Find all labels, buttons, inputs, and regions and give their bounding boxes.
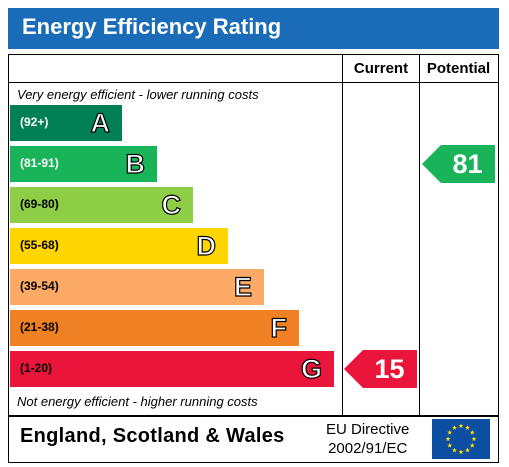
current-arrow-shape: [344, 350, 417, 388]
eu-star-icon: [465, 447, 470, 453]
eu-star-icon: [447, 442, 453, 448]
current-rating-arrow: 15: [344, 350, 417, 388]
band-letter: C: [161, 189, 182, 220]
eu-star-icon: [452, 425, 457, 430]
eu-star-icon: [447, 429, 453, 435]
column-divider-potential: [419, 54, 420, 415]
band-a: (92+) A: [10, 105, 122, 141]
eu-star-icon: [458, 423, 464, 429]
band-c: (69-80) C: [10, 187, 193, 223]
column-divider-current: [342, 54, 343, 415]
band-f: (21-38) F: [10, 310, 299, 346]
band-range-label: (1-20): [20, 361, 53, 375]
band-letter: B: [125, 148, 146, 179]
eu-star-icon: [445, 436, 451, 442]
band-letter: D: [196, 230, 217, 261]
eu-flag-icon: [432, 419, 490, 459]
band-letter: A: [90, 107, 111, 138]
band-b: (81-91) B: [10, 146, 157, 182]
band-range-label: (81-91): [20, 156, 59, 170]
column-header-potential: Potential: [426, 60, 491, 77]
eu-star-icon: [452, 447, 457, 453]
band-range-label: (69-80): [20, 197, 59, 211]
band-range-label: (21-38): [20, 320, 59, 334]
current-rating-value: 15: [374, 354, 405, 384]
caption-bottom: Not energy efficient - higher running co…: [17, 394, 258, 409]
band-e: (39-54) E: [10, 269, 264, 305]
band-d: (55-68) D: [10, 228, 228, 264]
footer-region: England, Scotland & Wales: [20, 425, 285, 447]
directive-line2: 2002/91/EC: [328, 440, 408, 457]
band-letter: G: [300, 353, 322, 384]
column-header-current: Current: [353, 60, 409, 77]
band-range-label: (92+): [20, 115, 49, 129]
rating-table: [8, 54, 499, 416]
potential-arrow-shape: [422, 145, 495, 183]
eu-star-icon: [469, 429, 475, 435]
footer-directive: EU Directive 2002/91/EC: [326, 420, 409, 458]
caption-top: Very energy efficient - lower running co…: [17, 87, 259, 102]
band-range-label: (39-54): [20, 279, 59, 293]
band-letter: E: [233, 271, 252, 302]
band-letter: F: [270, 312, 288, 343]
band-range-label: (55-68): [20, 238, 59, 252]
band-g: (1-20) G: [10, 351, 334, 387]
eu-star-icon: [469, 442, 475, 448]
eu-star-icon: [471, 436, 477, 442]
directive-line1: EU Directive: [326, 421, 410, 438]
eu-star-icon: [458, 449, 464, 455]
header-divider: [8, 82, 498, 83]
chart-title: Energy Efficiency Rating: [22, 14, 282, 39]
title-bar: Energy Efficiency Rating: [8, 8, 499, 49]
eu-star-icon: [465, 425, 470, 430]
footer: [8, 416, 499, 463]
potential-rating-value: 81: [452, 149, 483, 179]
potential-rating-arrow: 81: [422, 145, 495, 183]
